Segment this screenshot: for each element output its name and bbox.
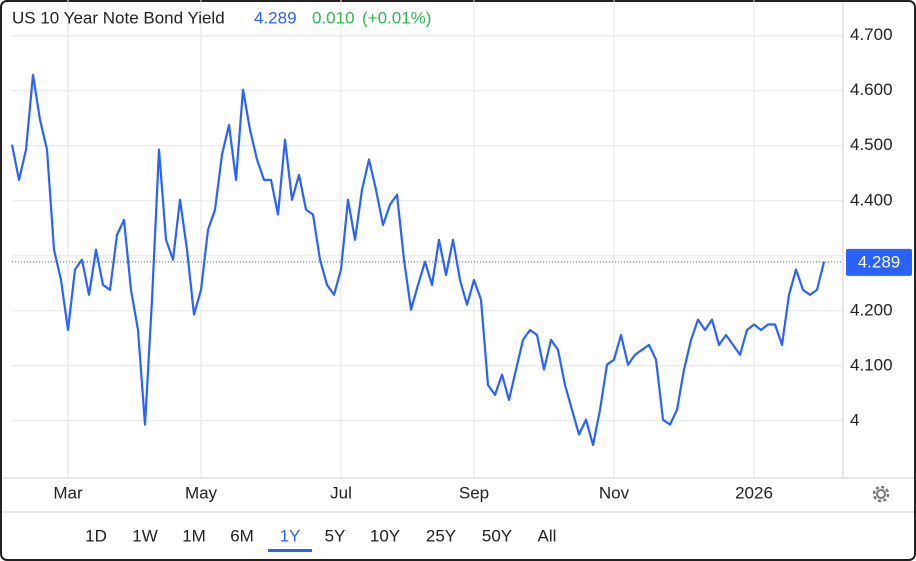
- x-tick-label: Mar: [53, 483, 83, 502]
- x-tick-label: May: [185, 483, 218, 502]
- range-button[interactable]: All: [538, 526, 557, 545]
- x-tick-label: Sep: [459, 483, 489, 502]
- y-tick-label: 4.700: [850, 25, 893, 44]
- range-button[interactable]: 5Y: [325, 526, 346, 545]
- range-button[interactable]: 1M: [182, 526, 206, 545]
- y-tick-label: 4.100: [850, 355, 893, 374]
- y-tick-label: 4.200: [850, 300, 893, 319]
- price-line: [10, 73, 826, 447]
- range-button[interactable]: 1W: [132, 526, 158, 545]
- range-button[interactable]: 10Y: [370, 526, 400, 545]
- y-tick-label: 4.600: [850, 80, 893, 99]
- range-button[interactable]: 1Y: [280, 526, 301, 545]
- last-price-badge: [846, 248, 912, 276]
- x-tick-label: Nov: [599, 483, 630, 502]
- range-button[interactable]: 25Y: [426, 526, 456, 545]
- grid: [12, 0, 843, 478]
- range-underline: [268, 549, 312, 552]
- range-button[interactable]: 6M: [230, 526, 254, 545]
- price: 4.289: [254, 8, 297, 27]
- change: 0.010: [312, 8, 355, 27]
- last-price-label: 4.289: [858, 252, 901, 271]
- instrument-name: US 10 Year Note Bond Yield: [12, 8, 225, 27]
- range-button[interactable]: 1D: [85, 526, 107, 545]
- change-percent: (+0.01%): [362, 8, 431, 27]
- y-tick-label: 4: [850, 410, 859, 429]
- y-tick-label: 4.500: [850, 135, 893, 154]
- x-tick-label: Jul: [330, 483, 352, 502]
- x-tick-label: 2026: [735, 483, 773, 502]
- y-tick-label: 4.400: [850, 190, 893, 209]
- range-button[interactable]: 50Y: [482, 526, 512, 545]
- settings-icon[interactable]: [872, 485, 890, 503]
